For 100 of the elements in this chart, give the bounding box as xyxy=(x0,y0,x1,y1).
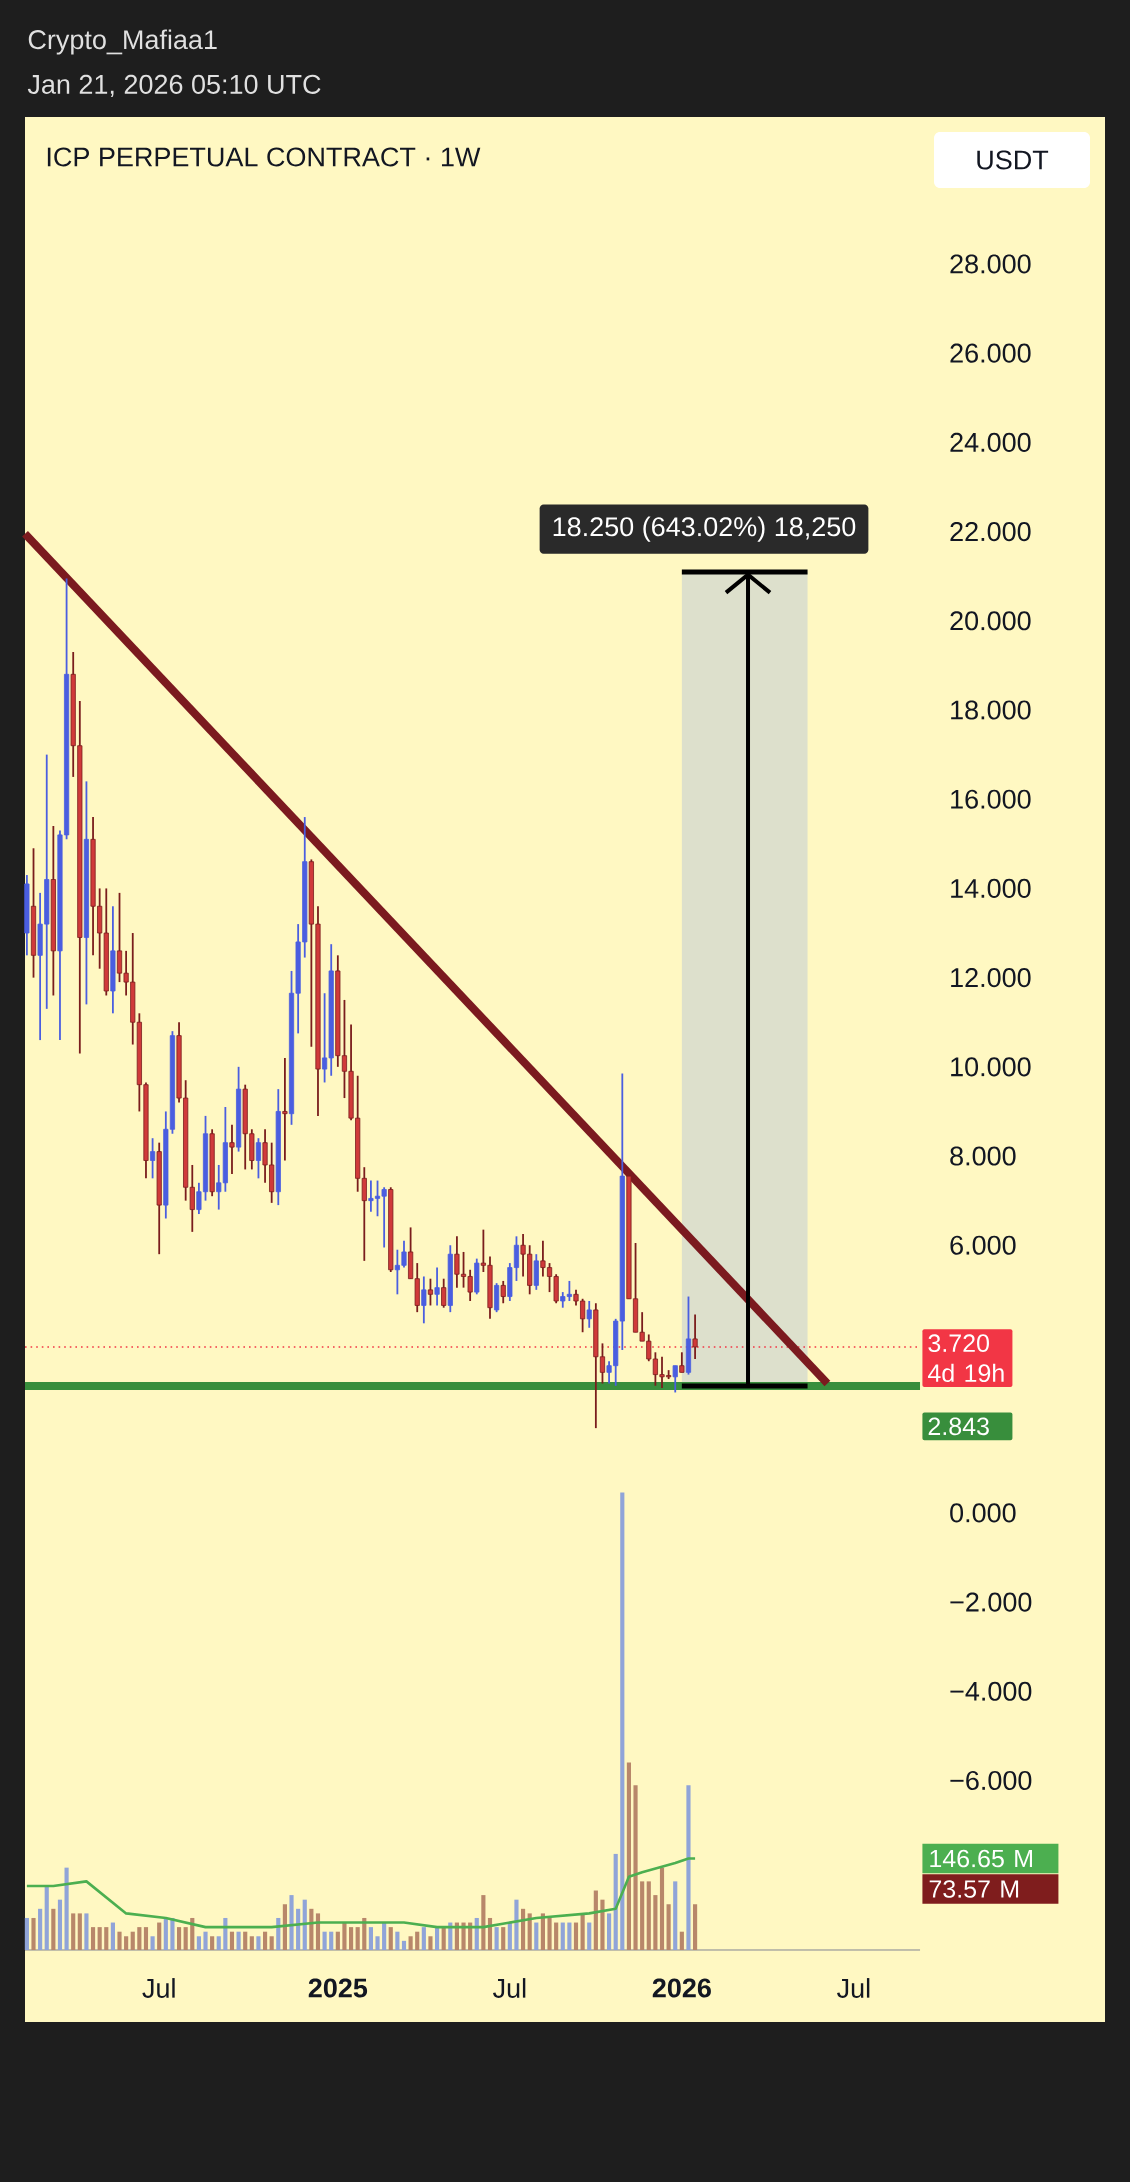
bar xyxy=(514,1899,519,1950)
bar xyxy=(269,1936,274,1950)
bar xyxy=(560,1922,565,1950)
bar xyxy=(395,1931,400,1950)
bar xyxy=(157,1922,162,1950)
bar xyxy=(77,1913,82,1950)
y-tick-label: 26.000 xyxy=(950,343,1031,363)
bar xyxy=(110,1922,115,1950)
text: 146.65 M xyxy=(930,1849,1032,1868)
bar xyxy=(97,1927,102,1950)
bar xyxy=(203,1931,208,1950)
bar xyxy=(57,1899,63,1950)
y-tick-label: 6.000 xyxy=(950,1235,1016,1255)
bar xyxy=(84,1913,89,1950)
bar xyxy=(243,1931,248,1950)
bar xyxy=(653,1895,658,1950)
bar xyxy=(415,1931,420,1950)
candlestick xyxy=(150,1137,156,1180)
bar xyxy=(150,1936,155,1950)
bar xyxy=(51,1908,56,1950)
bar xyxy=(176,1927,182,1950)
y-tick-label: 8.000 xyxy=(950,1146,1016,1166)
y-tick-label: −2.000 xyxy=(950,1592,1032,1612)
bar xyxy=(573,1922,579,1950)
bar xyxy=(646,1881,651,1950)
bar xyxy=(593,1890,598,1950)
candlestick xyxy=(427,1277,434,1307)
bar xyxy=(355,1927,360,1950)
bar xyxy=(38,1908,43,1950)
text: Crypto_Mafiaa1 xyxy=(28,29,217,55)
bar xyxy=(620,1492,625,1950)
text: 4d 19h xyxy=(927,1363,1004,1383)
bar xyxy=(368,1927,373,1950)
bar xyxy=(580,1913,585,1950)
bar xyxy=(216,1936,221,1950)
bar xyxy=(210,1936,215,1950)
bar xyxy=(626,1762,631,1950)
candlestick xyxy=(586,1300,592,1329)
bar xyxy=(567,1922,572,1950)
bar xyxy=(335,1931,340,1950)
bar xyxy=(90,1927,96,1950)
bar xyxy=(289,1895,294,1950)
y-tick-label: 16.000 xyxy=(951,789,1031,809)
bar xyxy=(130,1931,135,1950)
ref-line-label: 3.720 xyxy=(928,1334,989,1353)
bar xyxy=(520,1908,526,1950)
bar xyxy=(408,1936,413,1950)
bar xyxy=(382,1922,387,1950)
bar xyxy=(633,1785,638,1950)
bar xyxy=(534,1922,539,1950)
bar xyxy=(104,1927,109,1950)
bar xyxy=(249,1936,254,1950)
bar xyxy=(44,1885,49,1950)
bar xyxy=(229,1931,235,1950)
bar xyxy=(282,1904,287,1950)
bar xyxy=(262,1931,268,1950)
y-tick-label: −4.000 xyxy=(950,1681,1032,1701)
bar xyxy=(117,1931,122,1950)
y-tick-label: −6.000 xyxy=(950,1770,1032,1791)
bar xyxy=(170,1917,175,1950)
text: Jan 21, 2026 05:10 UTC xyxy=(27,74,321,98)
ref-line-label: 2.843 xyxy=(928,1417,989,1436)
bar xyxy=(329,1931,334,1950)
bar xyxy=(309,1908,314,1950)
annotation: 18.250 (643.02%) 18,250 xyxy=(553,516,856,542)
bar xyxy=(196,1936,201,1950)
bar xyxy=(494,1927,499,1950)
chart-title: ICP PERPETUAL CONTRACT · 1W xyxy=(47,147,481,167)
bar xyxy=(183,1927,188,1950)
x-tick-label: Jul xyxy=(492,1978,526,1998)
y-tick-label: 10.000 xyxy=(951,1057,1031,1077)
bar xyxy=(607,1913,612,1950)
candlestick xyxy=(679,1351,685,1374)
bar xyxy=(547,1917,552,1950)
bar xyxy=(223,1917,228,1950)
bar xyxy=(71,1913,76,1950)
y-tick-label: 12.000 xyxy=(951,968,1031,988)
bar xyxy=(322,1931,327,1950)
bar xyxy=(256,1936,261,1950)
bar xyxy=(679,1931,684,1950)
candlestick xyxy=(421,1275,427,1325)
bar xyxy=(163,1917,168,1950)
y-tick-label: 14.000 xyxy=(951,878,1031,898)
bar xyxy=(554,1922,559,1950)
bar xyxy=(481,1895,486,1950)
y-tick-label: 28.000 xyxy=(950,254,1031,274)
bar xyxy=(375,1936,380,1950)
y-tick-label: 20.000 xyxy=(950,611,1031,631)
bar xyxy=(600,1899,605,1950)
candlestick xyxy=(441,1277,447,1309)
bar xyxy=(302,1899,307,1950)
bar xyxy=(31,1917,36,1950)
bar xyxy=(124,1936,129,1950)
bar xyxy=(507,1922,512,1950)
y-axis-title: USDT xyxy=(977,150,1049,170)
bar xyxy=(673,1881,678,1950)
bar xyxy=(342,1922,347,1950)
bar xyxy=(613,1853,618,1950)
bar xyxy=(137,1927,142,1950)
bar xyxy=(143,1927,149,1950)
